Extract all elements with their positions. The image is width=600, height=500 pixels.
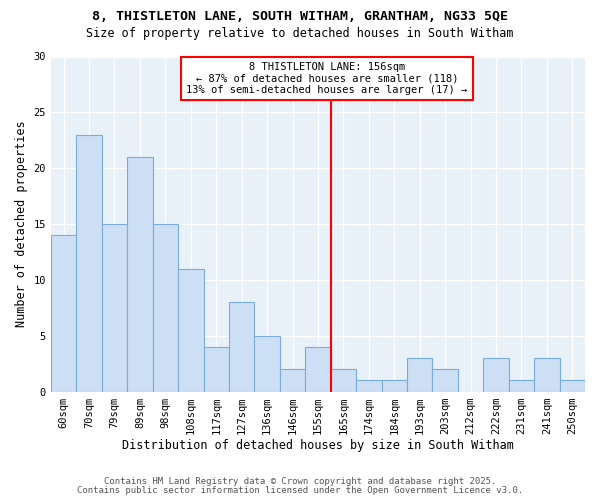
Bar: [534, 358, 560, 392]
Y-axis label: Number of detached properties: Number of detached properties: [15, 120, 28, 328]
Bar: [178, 268, 203, 392]
Bar: [102, 224, 127, 392]
Bar: [407, 358, 433, 392]
Bar: [433, 369, 458, 392]
Bar: [331, 369, 356, 392]
X-axis label: Distribution of detached houses by size in South Witham: Distribution of detached houses by size …: [122, 440, 514, 452]
Bar: [382, 380, 407, 392]
Bar: [483, 358, 509, 392]
Text: Size of property relative to detached houses in South Witham: Size of property relative to detached ho…: [86, 28, 514, 40]
Bar: [203, 347, 229, 392]
Bar: [305, 347, 331, 392]
Bar: [280, 369, 305, 392]
Bar: [560, 380, 585, 392]
Bar: [51, 235, 76, 392]
Text: 8 THISTLETON LANE: 156sqm
← 87% of detached houses are smaller (118)
13% of semi: 8 THISTLETON LANE: 156sqm ← 87% of detac…: [186, 62, 467, 96]
Bar: [356, 380, 382, 392]
Text: Contains public sector information licensed under the Open Government Licence v3: Contains public sector information licen…: [77, 486, 523, 495]
Text: 8, THISTLETON LANE, SOUTH WITHAM, GRANTHAM, NG33 5QE: 8, THISTLETON LANE, SOUTH WITHAM, GRANTH…: [92, 10, 508, 23]
Text: Contains HM Land Registry data © Crown copyright and database right 2025.: Contains HM Land Registry data © Crown c…: [104, 477, 496, 486]
Bar: [254, 336, 280, 392]
Bar: [127, 157, 152, 392]
Bar: [229, 302, 254, 392]
Bar: [509, 380, 534, 392]
Bar: [152, 224, 178, 392]
Bar: [76, 134, 102, 392]
